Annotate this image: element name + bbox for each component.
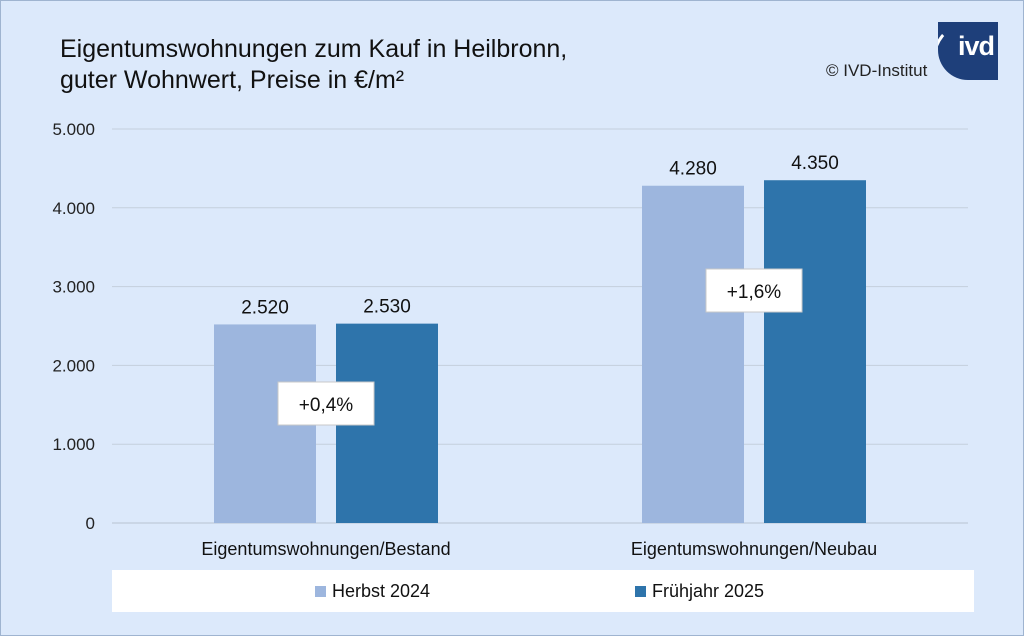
legend-swatch-herbst	[315, 586, 326, 597]
data-label: 4.350	[791, 153, 839, 174]
y-tick-label: 4.000	[52, 199, 95, 218]
legend-item-herbst: Herbst 2024	[315, 581, 430, 602]
change-annotation: +1,6%	[727, 282, 782, 303]
chart-title: Eigentumswohnungen zum Kauf in Heilbronn…	[60, 34, 567, 96]
y-tick-label: 1.000	[52, 435, 95, 454]
title-line-1: Eigentumswohnungen zum Kauf in Heilbronn…	[60, 35, 568, 63]
data-label: 2.530	[363, 297, 411, 318]
logo-text: ivd	[957, 31, 995, 61]
legend-item-fruehjahr: Frühjahr 2025	[635, 581, 764, 602]
data-label: 4.280	[669, 159, 717, 180]
legend-swatch-fruehjahr	[635, 586, 646, 597]
category-label: Eigentumswohnungen/Bestand	[201, 539, 450, 559]
ivd-logo: ivd	[938, 22, 998, 80]
bar	[764, 180, 866, 523]
y-tick-label: 5.000	[52, 120, 95, 139]
change-annotation: +0,4%	[299, 395, 354, 416]
change-annotation-box	[705, 268, 803, 313]
category-label: Eigentumswohnungen/Neubau	[631, 539, 877, 559]
copyright-text: © IVD-Institut	[826, 61, 928, 80]
title-line-2: guter Wohnwert, Preise in €/m²	[60, 66, 405, 94]
legend-label-fruehjahr: Frühjahr 2025	[652, 581, 765, 601]
change-annotation-box	[277, 381, 375, 426]
legend-label-herbst: Herbst 2024	[332, 581, 431, 601]
y-tick-label: 2.000	[52, 356, 95, 375]
legend: Herbst 2024 Frühjahr 2025	[112, 570, 974, 612]
bar	[642, 185, 744, 523]
data-label: 2.520	[241, 297, 289, 318]
y-tick-label: 0	[86, 514, 95, 533]
y-tick-label: 3.000	[52, 278, 95, 297]
